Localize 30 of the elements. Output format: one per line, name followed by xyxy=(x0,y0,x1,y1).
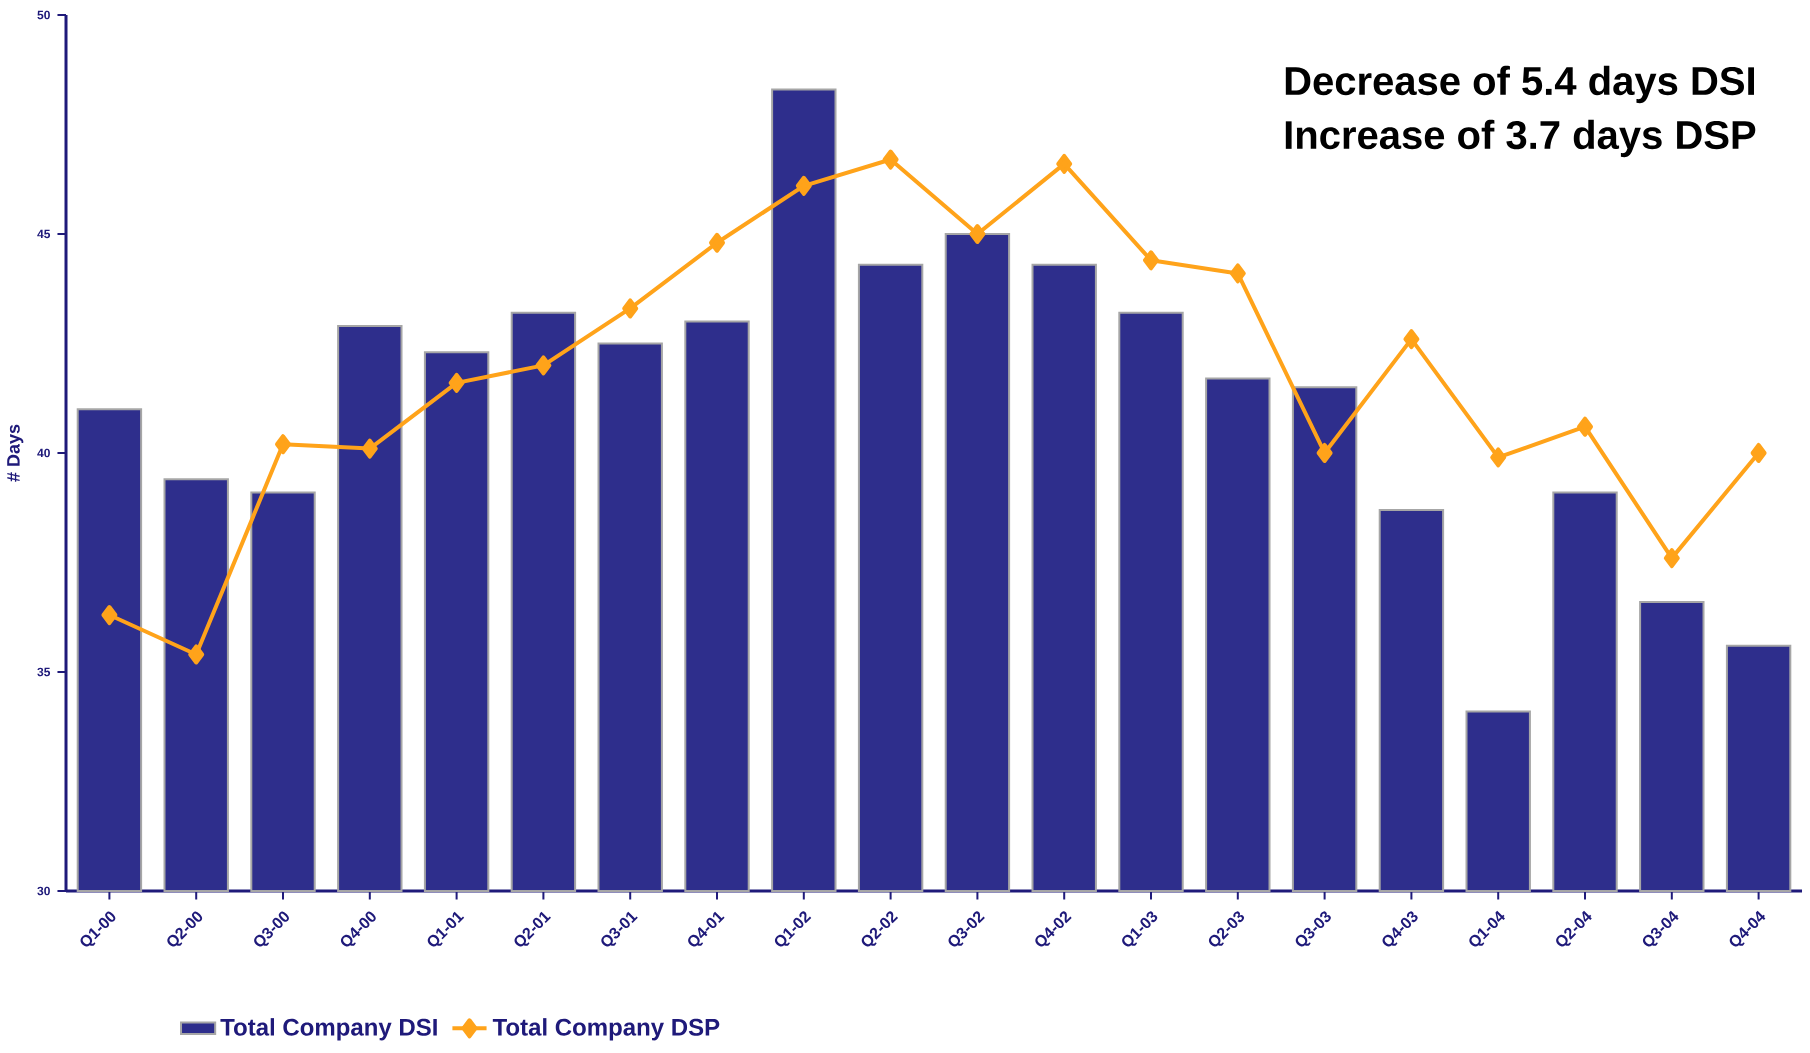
point xyxy=(1229,263,1246,284)
point xyxy=(188,644,205,665)
y-tick-label: 30 xyxy=(37,886,50,896)
point xyxy=(535,355,552,376)
point xyxy=(1663,548,1680,569)
point xyxy=(1403,329,1420,350)
point xyxy=(275,434,292,455)
annotation: Decrease of 5.4 days DSI xyxy=(1285,65,1754,104)
point xyxy=(969,223,986,244)
point xyxy=(709,232,726,253)
legend-label: Total Company DSP xyxy=(492,1018,720,1041)
point xyxy=(1143,250,1160,271)
y-tick-label: 50 xyxy=(37,10,50,20)
legend-label: Total Company DSI xyxy=(220,1018,437,1041)
point xyxy=(1056,153,1073,174)
point xyxy=(101,605,118,626)
point xyxy=(622,298,639,319)
point xyxy=(1750,442,1767,463)
point xyxy=(448,372,465,393)
point xyxy=(361,438,378,459)
y-tick-label: 45 xyxy=(37,229,51,239)
point xyxy=(795,175,812,196)
y-tick-label: 40 xyxy=(37,448,50,458)
point xyxy=(882,149,899,170)
point xyxy=(1490,447,1507,468)
y-tick-label: 35 xyxy=(37,667,51,677)
y-axis-title: # Days xyxy=(7,424,24,482)
point xyxy=(1577,416,1594,437)
point xyxy=(1316,442,1333,463)
annotation: Increase of 3.7 days DSP xyxy=(1285,119,1756,158)
